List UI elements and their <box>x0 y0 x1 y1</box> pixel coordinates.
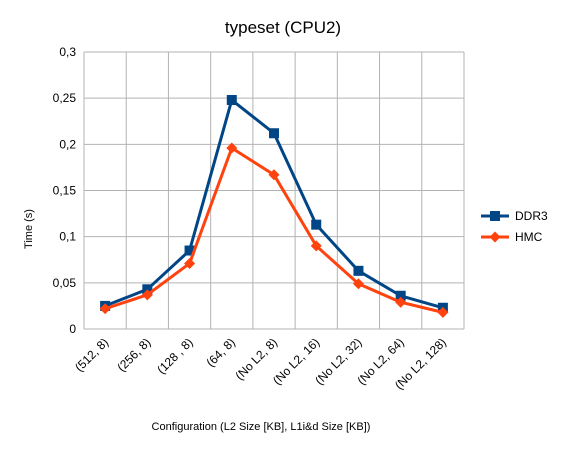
data-point <box>142 284 153 295</box>
data-point <box>226 142 238 154</box>
legend-item: DDR3 <box>481 209 548 223</box>
y-tick-label: 0,15 <box>53 184 77 198</box>
grid-lines <box>83 51 465 330</box>
data-point <box>268 169 280 181</box>
data-point <box>437 306 449 318</box>
data-point <box>395 290 406 301</box>
data-point <box>184 257 196 269</box>
x-tick-label: (64, 8) <box>203 335 237 369</box>
y-axis-label: Time (s) <box>23 209 35 249</box>
data-point <box>269 128 279 139</box>
legend: DDR3 HMC <box>481 209 548 244</box>
x-tick-label: (128 , 8) <box>154 335 196 377</box>
data-point <box>310 240 322 252</box>
legend-item: HMC <box>481 230 543 244</box>
x-axis-label: Configuration (L2 Size [KB], L1i&d Size … <box>152 421 371 433</box>
y-tick-label: 0,3 <box>59 45 76 59</box>
legend-label: HMC <box>515 230 543 244</box>
series-hmc <box>99 142 449 318</box>
x-tick-label: (512, 8) <box>72 335 111 374</box>
y-tick-label: 0,1 <box>59 230 76 244</box>
chart-title: typeset (CPU2) <box>225 18 341 37</box>
y-tick-label: 0 <box>69 322 76 336</box>
y-tick-label: 0,2 <box>59 137 76 151</box>
data-point <box>141 289 153 301</box>
data-point <box>226 95 237 106</box>
x-tick-label: (256, 8) <box>114 335 153 374</box>
y-tick-label: 0,05 <box>53 276 77 290</box>
data-point <box>311 219 322 230</box>
data-point <box>353 265 364 276</box>
data-point <box>184 245 195 256</box>
legend-marker <box>490 211 500 221</box>
legend-label: DDR3 <box>515 209 548 223</box>
legend-marker <box>489 231 501 243</box>
y-tick-label: 0,25 <box>53 91 77 105</box>
y-axis-ticks: 0 0,05 0,1 0,15 0,2 0,25 0,3 <box>53 45 77 336</box>
data-point <box>99 303 111 315</box>
plot-series <box>99 95 449 318</box>
series-ddr3 <box>100 95 448 313</box>
x-axis-ticks: (512, 8) (256, 8) (128 , 8) (64, 8)(No L2, … <box>72 335 449 392</box>
data-point <box>352 278 364 290</box>
data-point <box>395 296 407 308</box>
